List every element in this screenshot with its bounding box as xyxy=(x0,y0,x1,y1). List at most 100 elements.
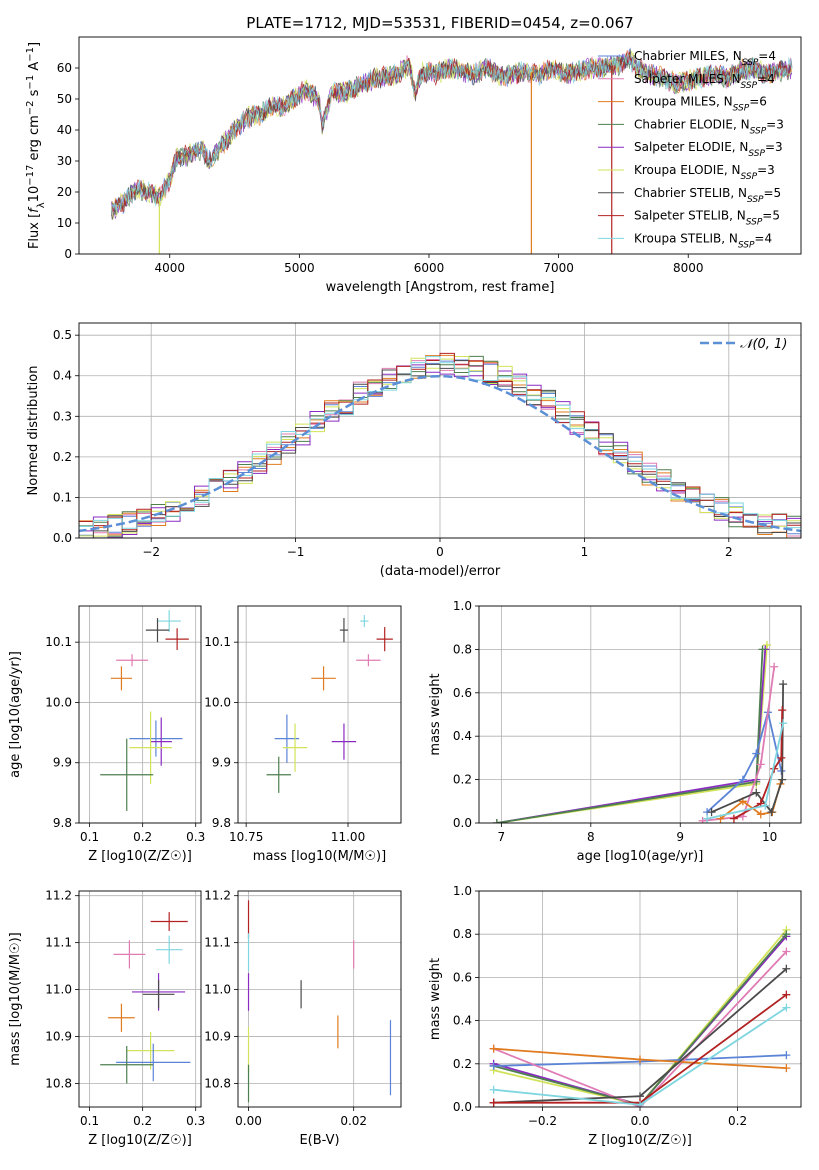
plot-content xyxy=(479,606,801,823)
y-tick-label: 11.0 xyxy=(45,983,72,997)
data-point-marker xyxy=(782,990,791,999)
x-axis-label: (data-model)/error xyxy=(380,564,501,579)
normal-reference-curve xyxy=(79,374,801,533)
data-point-marker xyxy=(758,645,767,654)
data-point-marker xyxy=(729,814,738,823)
data-point-marker xyxy=(698,816,707,823)
y-tick-label: 10.8 xyxy=(45,1077,72,1091)
x-tick-label: 10.75 xyxy=(229,830,263,844)
axes-frame xyxy=(478,605,802,824)
axes-frame xyxy=(78,322,802,539)
plot-content xyxy=(479,891,801,1107)
legend-entry: Kroupa STELIB, NSSP=4 xyxy=(634,231,772,250)
y-tick-label: 20 xyxy=(57,185,72,199)
y-axis-label: mass weight xyxy=(428,673,443,755)
panel-1: −2 −1 0 1 2 0.0 0.1 0.2 0.3 0.4 0.5 (data-model)/er… xyxy=(26,322,802,579)
data-point-marker xyxy=(770,662,779,671)
y-tick-label: 0.6 xyxy=(453,686,472,700)
y-tick-label: 0.0 xyxy=(453,1100,472,1114)
y-tick-label: 1.0 xyxy=(453,599,472,613)
data-point-marker xyxy=(752,749,761,758)
y-tick-label: 10.1 xyxy=(204,635,231,649)
x-tick-label: 0.2 xyxy=(133,1114,152,1128)
plot-content xyxy=(79,323,801,538)
y-tick-label: 11.1 xyxy=(45,936,72,950)
y-tick-label: 0.8 xyxy=(453,927,472,941)
x-tick-label: 2 xyxy=(725,545,733,559)
y-tick-label: 0.2 xyxy=(53,450,72,464)
y-tick-label: 0.5 xyxy=(53,328,72,342)
data-point-marker xyxy=(752,788,761,797)
x-tick-label: 0.2 xyxy=(728,1114,747,1128)
y-tick-label: 0 xyxy=(64,247,72,261)
data-point-marker xyxy=(777,753,786,762)
legend-entry: Kroupa MILES, NSSP=6 xyxy=(634,95,767,114)
plot-content xyxy=(238,606,401,823)
x-axis-label: mass [log10(M/M☉)] xyxy=(253,849,386,864)
data-point-marker xyxy=(489,1085,498,1094)
y-tick-label: 0.0 xyxy=(453,816,472,830)
x-axis-label: Z [log10(Z/Z☉)] xyxy=(588,1133,692,1148)
y-tick-label: 11.1 xyxy=(204,936,231,950)
plot-area xyxy=(79,891,201,1107)
y-tick-label: 40 xyxy=(57,123,72,137)
x-tick-label: −1 xyxy=(287,545,305,559)
panel-0: 4000 5000 6000 7000 8000 0 10 20 30 40 50 60 PLATE=1… xyxy=(25,14,802,295)
y-tick-label: 9.8 xyxy=(53,816,72,830)
plot-content xyxy=(79,606,201,823)
x-tick-label: 0.3 xyxy=(186,830,205,844)
x-tick-label: 11.00 xyxy=(331,830,365,844)
legend-entry: Chabrier STELIB, NSSP=5 xyxy=(634,186,781,205)
x-tick-label: 7 xyxy=(498,830,506,844)
axes-frame xyxy=(78,890,202,1108)
x-tick-label: −2 xyxy=(142,545,160,559)
data-point-marker xyxy=(767,808,776,817)
mass-weight-line xyxy=(493,950,788,1107)
x-tick-label: 0 xyxy=(436,545,444,559)
x-tick-label: 0.0 xyxy=(630,1114,649,1128)
data-point-marker xyxy=(636,1100,644,1107)
axes-frame xyxy=(78,36,802,255)
data-point-marker xyxy=(782,947,791,956)
data-point-marker xyxy=(636,1055,644,1064)
y-tick-label: 0.4 xyxy=(453,1014,472,1028)
y-tick-label: 10.9 xyxy=(204,1030,231,1044)
data-point-marker xyxy=(778,706,787,715)
y-axis-label: Normed distribution xyxy=(26,366,41,496)
plot-area xyxy=(479,606,801,823)
x-axis-label: wavelength [Angstrom, rest frame] xyxy=(326,280,555,295)
y-tick-label: 10.0 xyxy=(204,695,231,709)
plot-area xyxy=(79,606,201,823)
y-tick-label: 0.4 xyxy=(453,729,472,743)
x-tick-label: 8000 xyxy=(673,261,704,275)
x-tick-label: 7000 xyxy=(543,261,574,275)
y-axis-label: age [log10(age/yr)] xyxy=(8,651,23,778)
spectrum-series-line xyxy=(111,52,793,216)
y-tick-label: 10.9 xyxy=(45,1030,72,1044)
data-point-marker xyxy=(707,808,716,817)
legend-entry: 𝒩(0, 1) xyxy=(740,337,787,352)
y-tick-label: 0.2 xyxy=(453,1057,472,1071)
x-tick-label: 6000 xyxy=(414,261,445,275)
x-axis-label: age [log10(age/yr)] xyxy=(577,849,704,864)
data-point-marker xyxy=(738,775,747,784)
plot-content xyxy=(79,891,201,1107)
data-point-marker xyxy=(782,930,791,939)
data-point-marker xyxy=(756,810,765,819)
y-tick-label: 1.0 xyxy=(453,884,472,898)
x-axis-label: E(B-V) xyxy=(299,1133,339,1148)
x-tick-label: 0.1 xyxy=(80,1114,99,1128)
chart-title: PLATE=1712, MJD=53531, FIBERID=0454, z=0… xyxy=(246,14,633,32)
data-point-marker xyxy=(763,641,772,650)
data-point-marker xyxy=(782,1003,791,1012)
panel-7: −0.2 0.0 0.2 0.0 0.2 0.4 0.6 0.8 1.0 Z [log10(Z/Z… xyxy=(428,884,802,1148)
y-tick-label: 9.8 xyxy=(212,816,231,830)
y-tick-label: 9.9 xyxy=(53,756,72,770)
panel-4: 7 8 9 10 0.0 0.2 0.4 0.6 0.8 1.0 age [log10(age/yr… xyxy=(428,599,802,864)
panel-6: 0.00 0.02 10.8 10.9 11.0 11.1 11.2 E(B-V) xyxy=(204,889,402,1148)
y-tick-label: 11.2 xyxy=(204,889,231,903)
legend-entry: Kroupa ELODIE, NSSP=3 xyxy=(634,163,775,182)
data-point-marker xyxy=(761,801,770,810)
y-tick-label: 60 xyxy=(57,61,72,75)
